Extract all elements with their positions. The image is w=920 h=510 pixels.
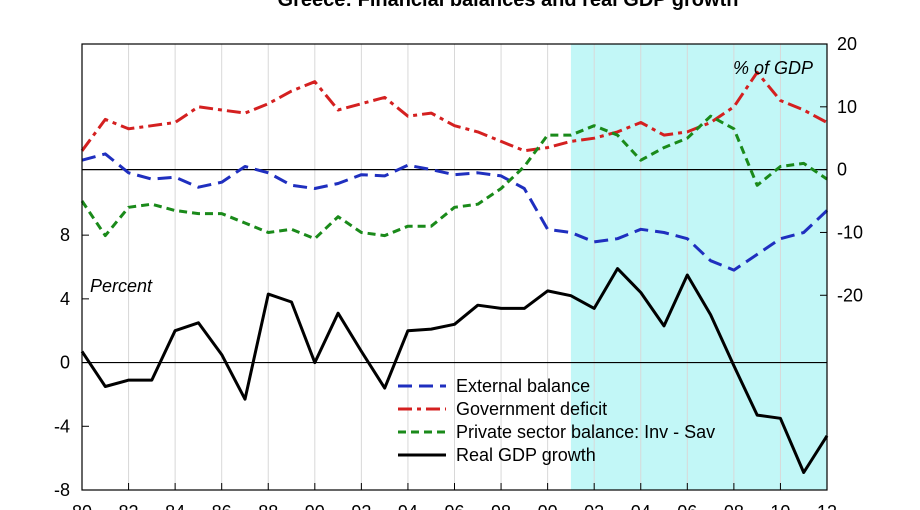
right-tick-label: 10 — [837, 97, 857, 117]
legend: External balance Government deficit Privat… — [398, 376, 715, 465]
x-tick-label: 92 — [351, 502, 371, 510]
left-tick-label: -4 — [54, 416, 70, 436]
x-tick-label: 94 — [398, 502, 418, 510]
legend-label-external-balance: External balance — [456, 376, 590, 396]
shaded-period — [570, 44, 827, 490]
gridlines — [128, 44, 781, 490]
zero-lines — [82, 169, 827, 364]
left-tick-label: -8 — [54, 480, 70, 500]
legend-label-real-gdp-growth: Real GDP growth — [456, 445, 596, 465]
x-tick-label: 02 — [584, 502, 604, 510]
legend-label-private-sector-balance-inv-sav: Private sector balance: Inv - Sav — [456, 422, 715, 442]
x-tick-label: 86 — [212, 502, 232, 510]
x-tick-label: 00 — [538, 502, 558, 510]
left-tick-label: 4 — [60, 289, 70, 309]
left-tick-label: 8 — [60, 225, 70, 245]
legend-label-government-deficit: Government deficit — [456, 399, 607, 419]
x-tick-label: 88 — [258, 502, 278, 510]
x-tick-label: 10 — [770, 502, 790, 510]
left-tick-label: 0 — [60, 353, 70, 373]
tick-labels: 840-4-820100-10-208082848688909294969800… — [54, 34, 863, 510]
x-tick-label: 80 — [72, 502, 92, 510]
x-tick-label: 84 — [165, 502, 185, 510]
x-tick-label: 08 — [724, 502, 744, 510]
x-tick-label: 98 — [491, 502, 511, 510]
left-axis-label: Percent — [90, 276, 153, 296]
right-axis-label: % of GDP — [733, 58, 813, 78]
right-tick-label: 20 — [837, 34, 857, 54]
chart-title: Greece: Financial balances and real GDP … — [278, 0, 739, 11]
series-line-real-gdp-growth — [80, 267, 829, 474]
x-tick-label: 04 — [631, 502, 651, 510]
series-line-external-balance — [81, 152, 829, 272]
x-tick-label: 96 — [444, 502, 464, 510]
x-tick-label: 12 — [817, 502, 837, 510]
x-tick-label: 82 — [119, 502, 139, 510]
right-tick-label: -20 — [837, 285, 863, 305]
x-tick-label: 90 — [305, 502, 325, 510]
right-tick-label: 0 — [837, 160, 847, 180]
series-line-government-deficit — [80, 70, 828, 153]
x-tick-label: 06 — [677, 502, 697, 510]
series-line-private-sector-balance-inv-sav — [80, 114, 828, 241]
shaded-region-layer — [570, 44, 827, 490]
series-lines — [80, 70, 829, 474]
right-tick-label: -10 — [837, 222, 863, 242]
